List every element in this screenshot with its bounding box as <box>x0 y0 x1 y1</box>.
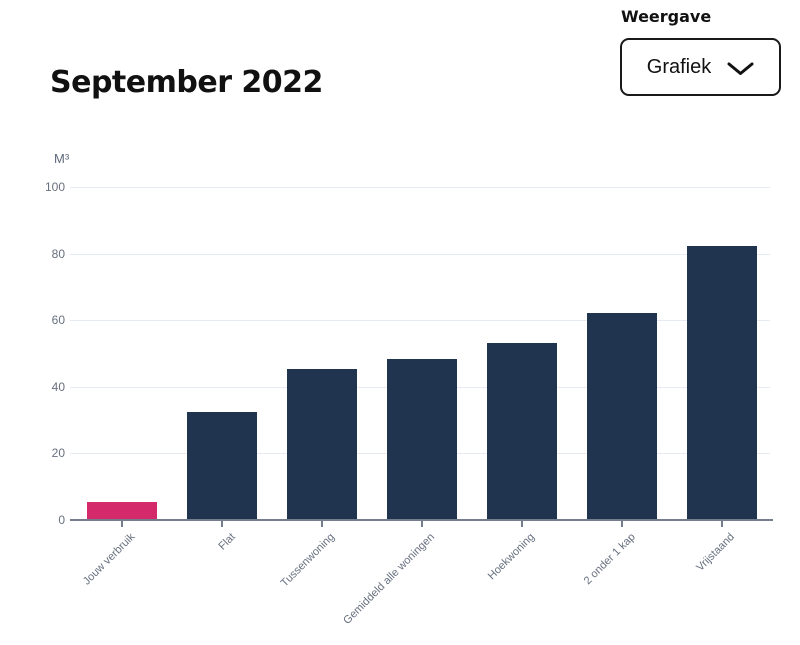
x-tick-label: Hoekwoning <box>486 531 538 583</box>
bar[interactable] <box>687 246 757 519</box>
x-axis-line <box>70 519 773 521</box>
view-dropdown[interactable]: Grafiek <box>620 38 781 96</box>
x-tick-label: Gemiddeld alle woningen <box>341 531 438 627</box>
x-axis-tick <box>121 521 123 527</box>
y-tick-label: 100 <box>44 180 65 194</box>
y-tick-label: 20 <box>51 446 65 460</box>
bar[interactable] <box>87 502 157 519</box>
y-tick-label: 40 <box>51 380 65 394</box>
grid-line <box>70 187 770 188</box>
x-tick-label: Flat <box>216 531 238 553</box>
y-tick-label: 60 <box>51 313 65 327</box>
x-axis-tick <box>721 521 723 527</box>
page-title: September 2022 <box>50 65 323 101</box>
x-tick-label: 2 onder 1 kap <box>581 531 638 588</box>
bar[interactable] <box>387 359 457 519</box>
x-tick-label: Vrijstaand <box>694 531 738 574</box>
bar[interactable] <box>287 369 357 519</box>
y-tick-label: 0 <box>58 513 65 527</box>
y-tick-label: 80 <box>51 247 65 261</box>
x-axis-tick <box>521 521 523 527</box>
y-axis-title: M³ <box>54 151 70 166</box>
grid-line <box>70 320 770 321</box>
x-tick-label: Jouw verbruik <box>81 531 138 588</box>
chevron-down-icon <box>727 62 754 76</box>
grid-line <box>70 254 770 255</box>
x-tick-label: Tussenwoning <box>279 531 338 590</box>
bar[interactable] <box>587 313 657 519</box>
x-axis-tick <box>621 521 623 527</box>
view-dropdown-value: Grafiek <box>646 55 712 78</box>
x-axis-tick <box>221 521 223 527</box>
x-axis-tick <box>421 521 423 527</box>
bar[interactable] <box>187 412 257 519</box>
bar[interactable] <box>487 343 557 519</box>
view-control-label: Weergave <box>621 7 712 26</box>
x-axis-tick <box>321 521 323 527</box>
